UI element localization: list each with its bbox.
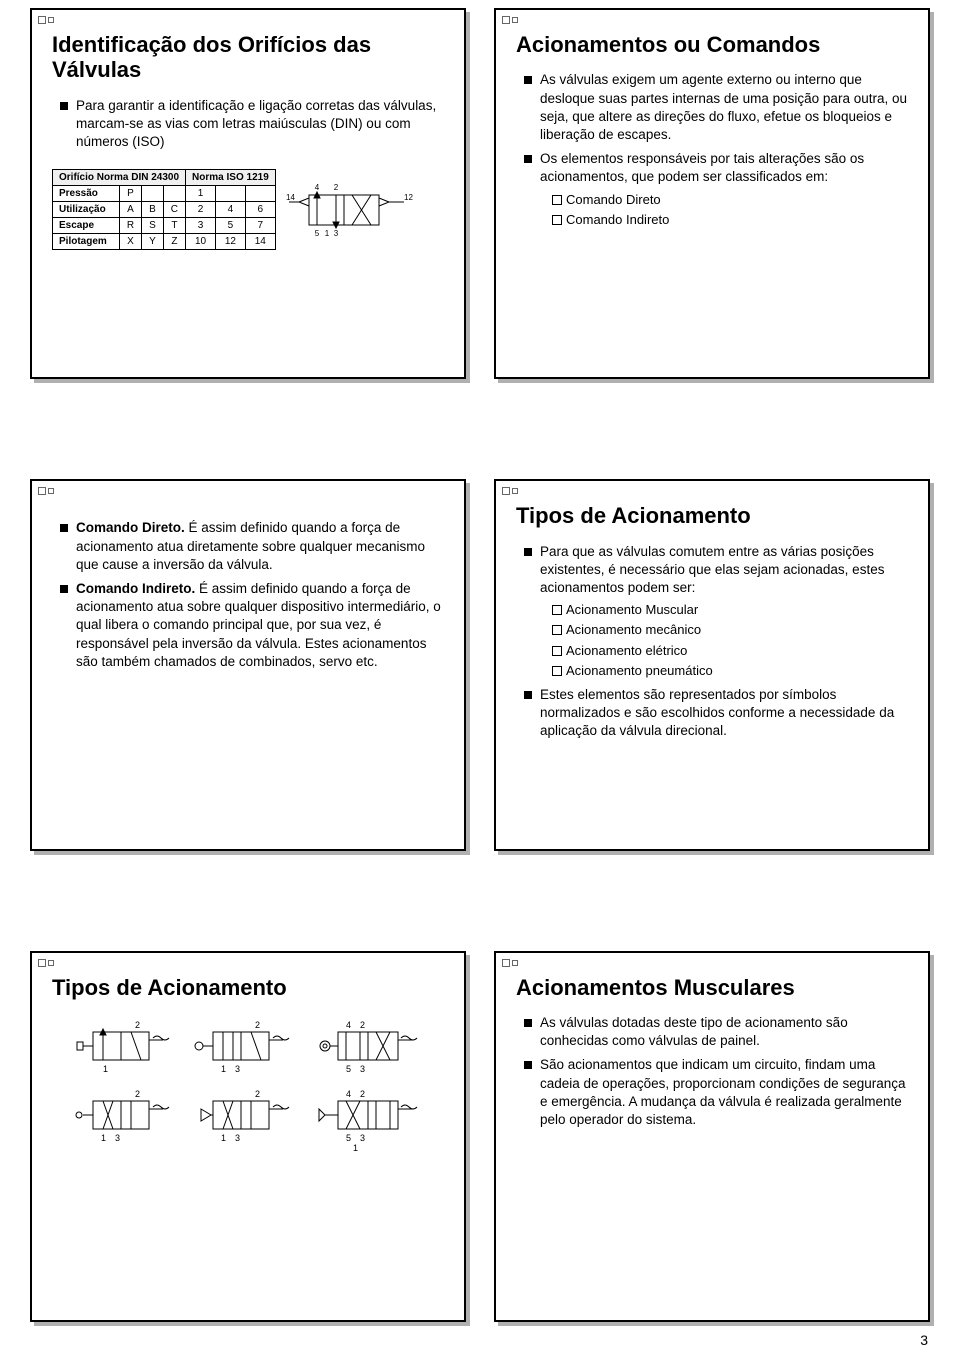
valve-symbol-icon: 2 13 <box>193 1020 293 1075</box>
corner-decoration <box>502 16 518 24</box>
svg-text:4: 4 <box>346 1020 351 1030</box>
bullet-item: As válvulas exigem um agente externo ou … <box>524 71 908 144</box>
svg-text:12: 12 <box>404 193 413 202</box>
svg-text:1: 1 <box>353 1143 358 1153</box>
valve-symbol-icon: 2 13 <box>193 1089 293 1144</box>
sub-item: Comando Indireto <box>552 211 908 229</box>
sub-list: Acionamento Muscular Acionamento mecânic… <box>540 601 908 680</box>
valve-symbol-icon: 42 53 <box>313 1020 423 1075</box>
table-row: Escape RST 357 <box>53 218 276 234</box>
svg-text:2: 2 <box>135 1089 140 1099</box>
corner-decoration <box>502 487 518 495</box>
svg-text:3: 3 <box>235 1133 240 1143</box>
svg-text:1: 1 <box>221 1133 226 1143</box>
slide-4: Tipos de Acionamento Para que as válvula… <box>494 479 930 850</box>
svg-text:2: 2 <box>360 1089 365 1099</box>
slide-title: Tipos de Acionamento <box>52 975 444 1000</box>
table-row: Utilização ABC 246 <box>53 202 276 218</box>
svg-text:2: 2 <box>360 1020 365 1030</box>
svg-text:3: 3 <box>115 1133 120 1143</box>
svg-text:1: 1 <box>221 1064 226 1074</box>
bullet-item: Para garantir a identificação e ligação … <box>60 97 444 152</box>
bullet-list: As válvulas dotadas deste tipo de aciona… <box>516 1014 908 1129</box>
slide-title: Identificação dos Orifícios das Válvulas <box>52 32 444 83</box>
sub-item: Acionamento elétrico <box>552 642 908 660</box>
corner-decoration <box>38 16 54 24</box>
svg-text:2: 2 <box>135 1020 140 1030</box>
valve-symbol-icon: 42 531 <box>313 1089 423 1154</box>
svg-text:2: 2 <box>334 183 339 192</box>
slide-grid: Identificação dos Orifícios das Válvulas… <box>30 8 930 1322</box>
valve-symbol-icon: 2 13 <box>73 1089 173 1144</box>
slide-3: Comando Direto. É assim definido quando … <box>30 479 466 850</box>
slide-5: Tipos de Acionamento 21 213 4253 213 213… <box>30 951 466 1322</box>
bullet-item: Comando Direto. É assim definido quando … <box>60 519 444 574</box>
din-iso-table: Orifício Norma DIN 24300 Norma ISO 1219 … <box>52 169 276 250</box>
svg-text:14: 14 <box>286 193 295 202</box>
corner-decoration <box>38 487 54 495</box>
svg-text:4: 4 <box>315 183 320 192</box>
svg-text:3: 3 <box>360 1064 365 1074</box>
svg-text:2: 2 <box>255 1089 260 1099</box>
bullet-item: São acionamentos que indicam um circuito… <box>524 1056 908 1129</box>
svg-text:3: 3 <box>235 1064 240 1074</box>
svg-text:2: 2 <box>255 1020 260 1030</box>
bullet-label: Comando Indireto. <box>76 581 195 596</box>
bullet-item: As válvulas dotadas deste tipo de aciona… <box>524 1014 908 1050</box>
svg-text:3: 3 <box>334 229 339 238</box>
table-row: Pressão P 1 <box>53 186 276 202</box>
bullet-label: Comando Direto. <box>76 520 185 535</box>
table-row: Pilotagem XYZ 101214 <box>53 234 276 250</box>
slide-title: Acionamentos ou Comandos <box>516 32 908 57</box>
table-header-din: Orifício Norma DIN 24300 <box>53 170 186 186</box>
slide-title: Tipos de Acionamento <box>516 503 908 528</box>
bullet-item: Para que as válvulas comutem entre as vá… <box>524 543 908 680</box>
corner-decoration <box>38 959 54 967</box>
slide-1: Identificação dos Orifícios das Válvulas… <box>30 8 466 379</box>
table-header-iso: Norma ISO 1219 <box>186 170 276 186</box>
bullet-list: As válvulas exigem um agente externo ou … <box>516 71 908 229</box>
slide-title: Acionamentos Musculares <box>516 975 908 1000</box>
svg-text:3: 3 <box>360 1133 365 1143</box>
corner-decoration <box>502 959 518 967</box>
bullet-item: Comando Indireto. É assim definido quand… <box>60 580 444 671</box>
sub-list: Comando Direto Comando Indireto <box>540 191 908 229</box>
svg-text:5: 5 <box>346 1133 351 1143</box>
slide-2: Acionamentos ou Comandos As válvulas exi… <box>494 8 930 379</box>
page-number: 3 <box>920 1332 928 1348</box>
sub-item: Acionamento pneumático <box>552 662 908 680</box>
svg-text:5: 5 <box>346 1064 351 1074</box>
valve-symbol-icon: 21 <box>73 1020 173 1075</box>
valve-symbols-row: 21 213 4253 213 213 42531 <box>52 1020 444 1154</box>
slide-6: Acionamentos Musculares As válvulas dota… <box>494 951 930 1322</box>
valve-diagram-icon: 4 2 5 1 3 14 12 <box>284 180 414 240</box>
svg-text:4: 4 <box>346 1089 351 1099</box>
svg-text:5: 5 <box>315 229 320 238</box>
bullet-list: Comando Direto. É assim definido quando … <box>52 519 444 671</box>
svg-text:1: 1 <box>101 1133 106 1143</box>
bullet-list: Para que as válvulas comutem entre as vá… <box>516 543 908 741</box>
svg-text:1: 1 <box>325 229 330 238</box>
bullet-item: Estes elementos são representados por sí… <box>524 686 908 741</box>
sub-item: Acionamento Muscular <box>552 601 908 619</box>
svg-text:1: 1 <box>103 1064 108 1074</box>
bullet-list: Para garantir a identificação e ligação … <box>52 97 444 152</box>
sub-item: Acionamento mecânico <box>552 621 908 639</box>
bullet-item: Os elementos responsáveis por tais alter… <box>524 150 908 229</box>
table-figure: Orifício Norma DIN 24300 Norma ISO 1219 … <box>52 169 444 250</box>
sub-item: Comando Direto <box>552 191 908 209</box>
